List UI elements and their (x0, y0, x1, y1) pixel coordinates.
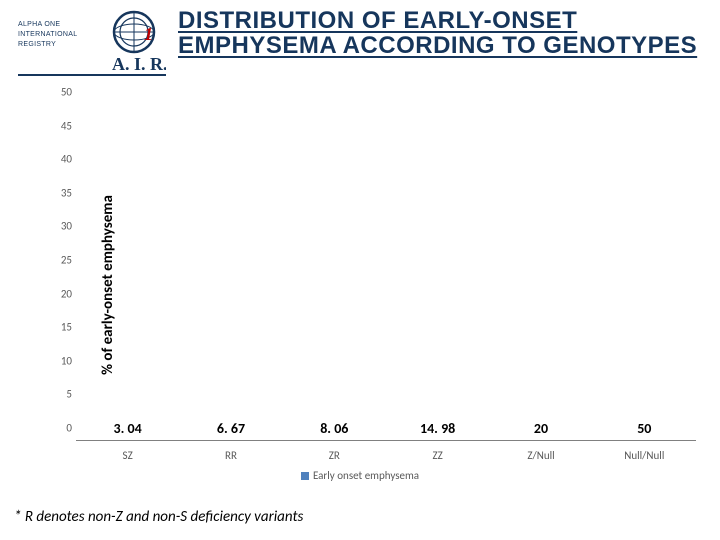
y-tick-label: 45 (61, 119, 72, 132)
y-tick-label: 30 (61, 220, 72, 233)
y-tick-label: 25 (61, 254, 72, 267)
y-tick-label: 15 (61, 321, 72, 334)
logo-abbrev: A. I. R. (112, 54, 166, 74)
y-tick-label: 40 (61, 153, 72, 166)
axis-area: 3. 046. 678. 0614. 982050 05101520253035… (76, 105, 696, 441)
logo-svg: 1 ALPHA ONE INTERNATIONAL REGISTRY A. I.… (16, 8, 166, 88)
x-tick-label: ZR (283, 445, 386, 465)
x-tick-label: SZ (76, 445, 179, 465)
legend-swatch (301, 472, 309, 480)
bar-value-label: 50 (637, 420, 651, 437)
plot-area: 3. 04 6. 67 8. 06 14. 98 20 50 0 5 10 15 20 25 30 35… (52, 105, 696, 465)
svg-text:1: 1 (144, 24, 153, 44)
x-axis-labels: SZRRZRZZZ/NullNull/Null (76, 445, 696, 465)
bars-container: 3. 04 6. 67 8. 06 14. 98 20 50 (76, 105, 696, 441)
x-tick-label: RR (179, 445, 282, 465)
bar-value-label: 8. 06 (320, 420, 348, 437)
logo-line1: ALPHA ONE (18, 21, 60, 28)
header: 1 ALPHA ONE INTERNATIONAL REGISTRY A. I.… (0, 0, 720, 97)
y-tick-label: 35 (61, 186, 72, 199)
logo-line2: INTERNATIONAL (18, 31, 77, 38)
legend: Early onset emphysema (0, 469, 720, 482)
y-tick-label: 50 (61, 86, 72, 99)
y-axis-label-wrap: % of early-onset emphysema (24, 105, 52, 465)
bar-value-label: 3. 04 (114, 420, 142, 437)
x-tick-label: ZZ (386, 445, 489, 465)
y-tick-label: 20 (61, 287, 72, 300)
page-title: DISTRIBUTION OF EARLY-ONSET EMPHYSEMA AC… (178, 8, 704, 58)
x-tick-label: Z/Null (489, 445, 592, 465)
bar-value-label: 6. 67 (217, 420, 245, 437)
legend-label: Early onset emphysema (313, 469, 419, 482)
chart: % of early-onset emphysema 3. 04 6. 67 8. … (24, 105, 696, 465)
y-tick-label: 10 (61, 354, 72, 367)
y-tick-label: 5 (66, 388, 72, 401)
bar-value-label: 20 (534, 420, 548, 437)
footnote: * R denotes non-Z and non-S deficiency v… (14, 508, 303, 526)
bar-value-label: 14. 98 (420, 420, 455, 437)
logo-line3: REGISTRY (18, 41, 56, 48)
x-tick-label: Null/Null (593, 445, 696, 465)
logo: 1 ALPHA ONE INTERNATIONAL REGISTRY A. I.… (16, 8, 166, 93)
y-tick-label: 0 (66, 422, 72, 435)
